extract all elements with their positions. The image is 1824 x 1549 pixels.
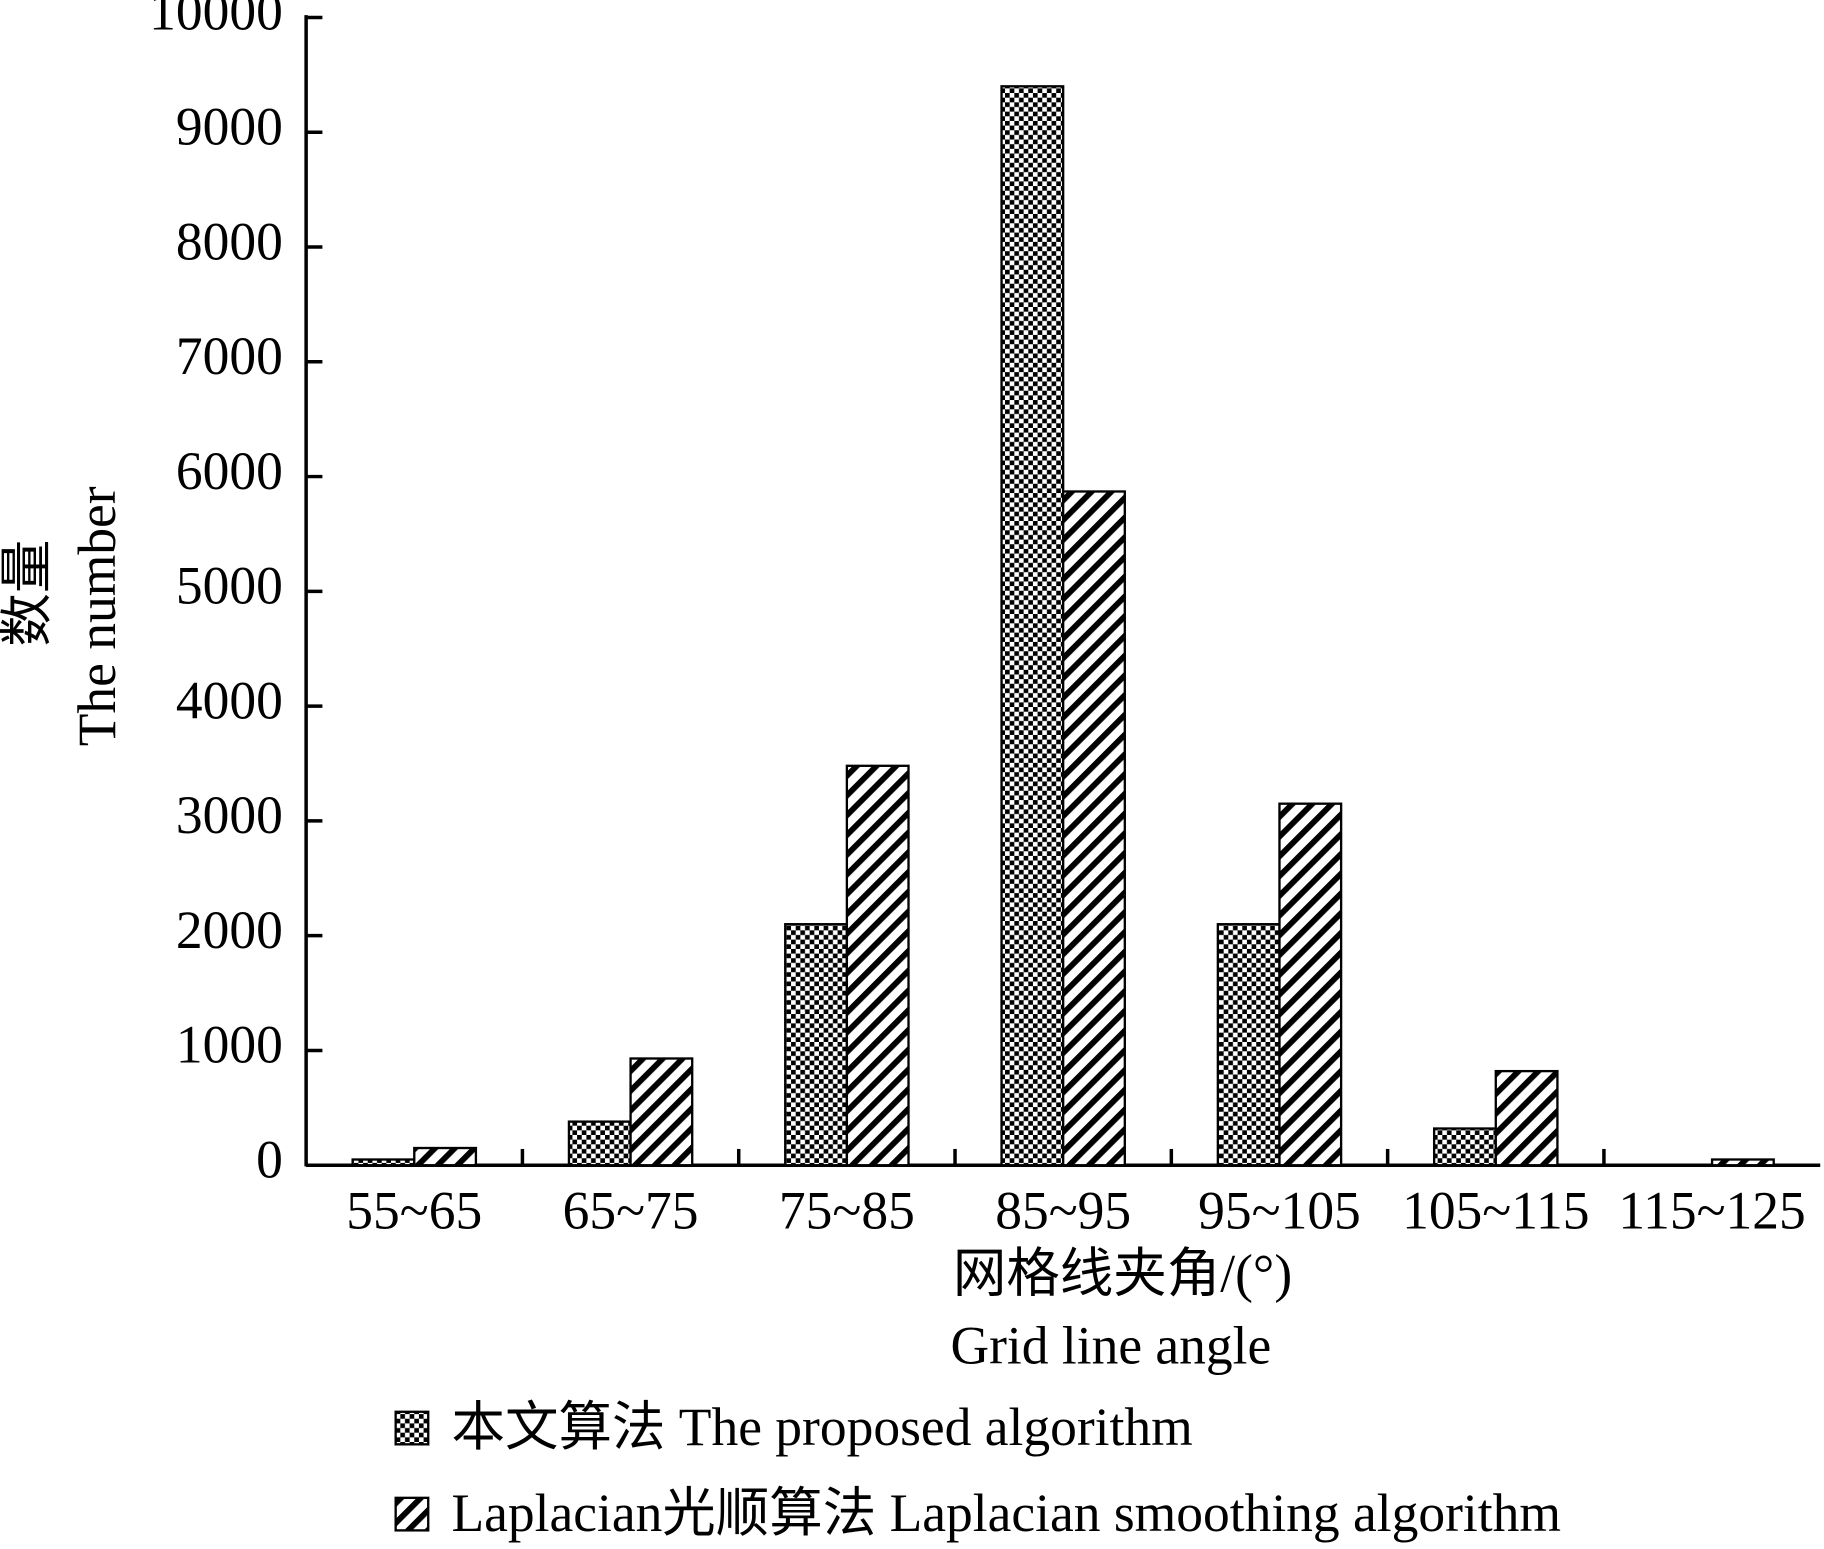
x-tick-label: 105~115 (1402, 1181, 1589, 1241)
y-tick-label: 1000 (176, 1015, 283, 1075)
bar (1494, 1069, 1559, 1167)
legend-swatch (394, 1410, 430, 1446)
bar (1062, 490, 1126, 1167)
bar (1000, 85, 1065, 1167)
legend-label: Laplacian光顺算法 Laplacian smoothing algori… (451, 1483, 1561, 1543)
x-tick-label: 75~85 (779, 1181, 915, 1241)
y-tick-label: 9000 (176, 97, 283, 157)
y-tick-label: 0 (256, 1130, 283, 1190)
y-tick-label: 10000 (149, 0, 283, 42)
x-axis-label: Grid line angle (950, 1316, 1271, 1376)
y-tick-label: 6000 (176, 441, 283, 501)
legend-swatch (394, 1496, 430, 1532)
legend-label: 本文算法 The proposed algorithm (451, 1397, 1192, 1457)
bar (351, 1158, 416, 1167)
bar (845, 764, 910, 1167)
x-axis-label: 网格线夹角/(°) (953, 1243, 1292, 1303)
y-tick-label: 5000 (176, 556, 283, 616)
y-tick-label: 4000 (176, 670, 283, 730)
y-axis-label: 数量 (0, 540, 57, 647)
y-tick-label: 2000 (176, 900, 283, 960)
bar (1216, 923, 1281, 1167)
x-tick-label: 85~95 (995, 1181, 1131, 1241)
bar (1710, 1158, 1775, 1167)
x-tick-label: 65~75 (563, 1181, 699, 1241)
bar (1432, 1127, 1497, 1167)
x-tick-label: 95~105 (1198, 1181, 1361, 1241)
bar (567, 1120, 632, 1167)
y-axis-label: The number (67, 486, 127, 746)
y-tick-label: 7000 (176, 326, 283, 386)
x-tick-label: 55~65 (346, 1181, 482, 1241)
bar (629, 1057, 694, 1167)
y-tick-label: 3000 (176, 785, 283, 845)
bar (413, 1146, 478, 1167)
bar (784, 923, 849, 1167)
bar (1278, 802, 1343, 1167)
y-tick-label: 8000 (176, 211, 283, 271)
x-tick-label: 115~125 (1618, 1181, 1805, 1241)
